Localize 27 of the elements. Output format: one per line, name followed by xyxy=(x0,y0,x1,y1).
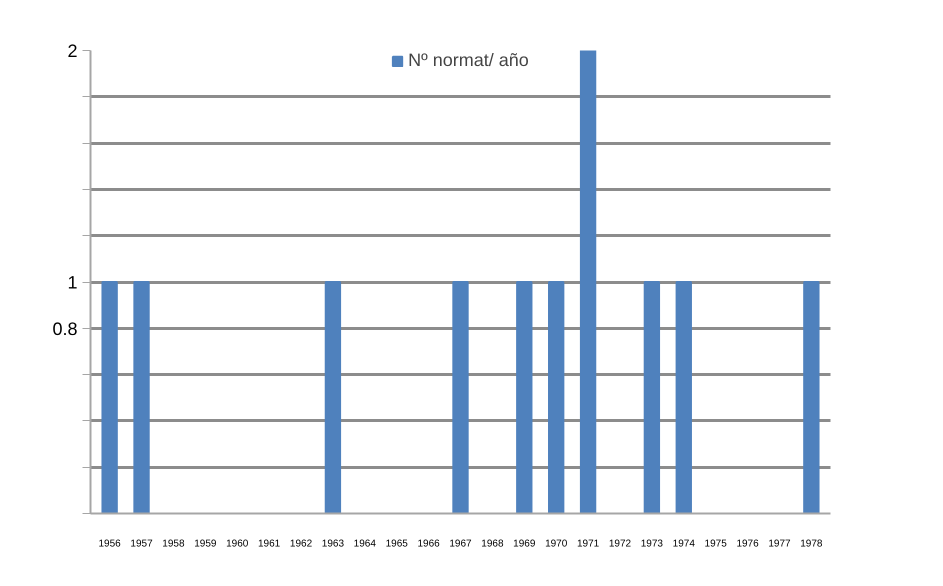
x-tick-label: 1959 xyxy=(194,538,217,550)
x-tick-label: 1957 xyxy=(130,538,154,550)
x-tick-label: 1971 xyxy=(576,538,600,550)
x-tick-label: 1969 xyxy=(513,538,536,550)
x-tick-label: 1956 xyxy=(98,538,122,550)
legend-label: Nº normat/ año xyxy=(408,50,529,71)
x-tick-label: 1967 xyxy=(449,538,472,550)
x-tick-label: 1975 xyxy=(704,538,728,550)
x-tick-label: 1965 xyxy=(386,538,408,550)
y-tick-label: 1 xyxy=(67,272,78,292)
x-tick-label: 1970 xyxy=(545,538,568,550)
x-tick-label: 1976 xyxy=(736,538,760,550)
x-tick-label: 1961 xyxy=(258,538,281,550)
x-tick-label: 1960 xyxy=(226,538,249,550)
x-tick-label: 1964 xyxy=(354,538,376,550)
x-tick-label: 1966 xyxy=(417,538,440,550)
y-tick-label: 2 xyxy=(67,41,78,61)
x-tick-label: 1978 xyxy=(800,538,823,550)
x-tick-label: 1958 xyxy=(162,538,185,550)
x-tick-label: 1972 xyxy=(608,538,632,550)
x-tick-label: 1962 xyxy=(290,538,313,550)
x-tick-label: 1963 xyxy=(322,538,344,550)
x-tick-label: 1968 xyxy=(481,538,504,550)
x-tick-label: 1974 xyxy=(672,538,696,550)
x-tick-label: 1977 xyxy=(768,538,792,550)
y-tick-label: 0.8 xyxy=(52,318,78,339)
x-tick-label: 1973 xyxy=(640,538,664,550)
